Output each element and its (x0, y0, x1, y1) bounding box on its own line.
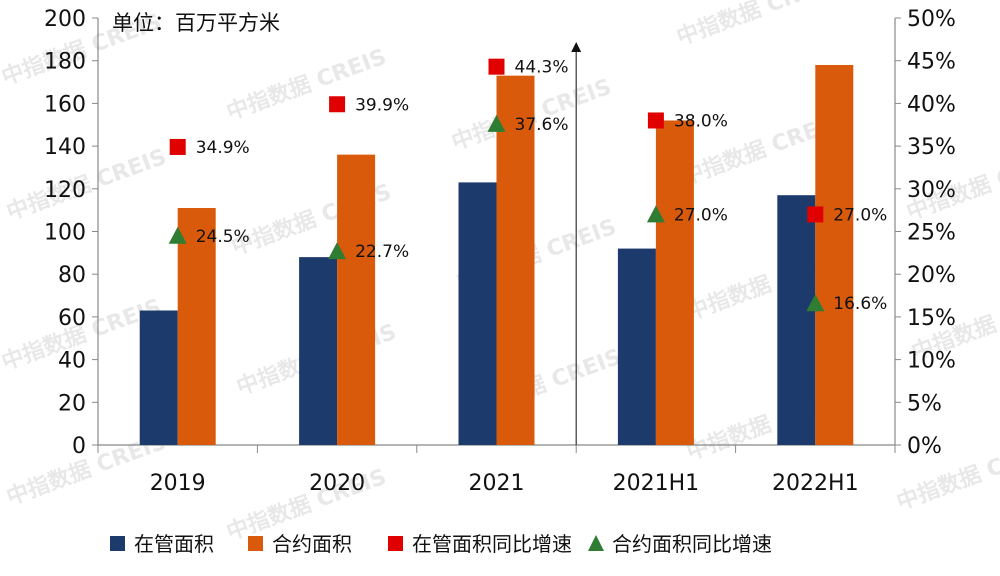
marker-managed-growth (647, 112, 664, 129)
data-label: 44.3% (515, 58, 569, 78)
x-tick-label: 2021 (469, 471, 525, 496)
bar-managed (617, 248, 656, 445)
legend-label: 合约面积 (272, 532, 352, 556)
y-left-tick-label: 40 (58, 349, 86, 374)
bar-managed (299, 257, 338, 445)
bar-contracted (496, 75, 535, 446)
data-label: 27.0% (674, 205, 728, 225)
y-right-tick-label: 0% (907, 434, 942, 459)
legend-label: 在管面积 (134, 532, 214, 556)
legend-swatch (388, 536, 403, 551)
bar-managed (458, 182, 497, 445)
legend: 在管面积 合约面积 在管面积同比增速 合约面积同比增速 (110, 532, 772, 556)
axes: 0 20 40 60 80 100 120 140 160 180 200 0% 5% 10% 15% 20%… (44, 7, 956, 496)
y-left-tick-label: 120 (44, 178, 86, 203)
unit-label: 单位：百万平方米 (112, 11, 280, 35)
y-left-tick-label: 20 (58, 391, 86, 416)
legend-label: 合约面积同比增速 (612, 532, 772, 556)
data-label: 22.7% (355, 242, 409, 262)
marker-managed-growth (807, 206, 824, 223)
y-left-tick-label: 200 (44, 7, 86, 32)
legend-swatch (248, 536, 263, 551)
data-label: 37.6% (515, 115, 569, 135)
x-tick-label: 2021H1 (613, 471, 700, 496)
data-labels: 34.9% 39.9% 44.3% 38.0% 27.0% 24.5% 22.7% 37.6%… (196, 58, 888, 315)
bar-contracted (337, 154, 376, 445)
data-label: 39.9% (355, 95, 409, 115)
period-divider-arrow (571, 42, 582, 52)
bar-managed (777, 195, 816, 445)
y-left-tick-label: 180 (44, 50, 86, 75)
data-label: 24.5% (196, 227, 250, 247)
y-right-tick-label: 15% (907, 306, 956, 331)
data-label: 16.6% (833, 294, 887, 314)
y-right-tick-label: 30% (907, 178, 956, 203)
y-right-tick-label: 45% (907, 50, 956, 75)
y-right-tick-label: 50% (907, 7, 956, 32)
marker-contracted-growth (487, 114, 506, 132)
bar-contracted (815, 64, 854, 445)
bar-contracted (655, 120, 694, 445)
marker-contracted-growth (646, 205, 665, 223)
y-right-tick-label: 5% (907, 391, 942, 416)
y-right-tick-label: 25% (907, 221, 956, 246)
bar-managed (139, 310, 178, 445)
y-right-tick-label: 35% (907, 135, 956, 160)
data-label: 27.0% (833, 205, 887, 225)
x-tick-label: 2020 (309, 471, 365, 496)
y-right-tick-label: 10% (907, 349, 956, 374)
marker-managed-growth (488, 58, 505, 75)
marker-managed-growth (169, 138, 186, 155)
y-left-tick-label: 80 (58, 263, 86, 288)
watermark: 中指数据 CREIS (673, 0, 840, 51)
watermark: 中指数据 CREIS (3, 144, 170, 226)
markers (168, 58, 825, 312)
marker-managed-growth (329, 96, 346, 113)
data-label: 34.9% (196, 138, 250, 158)
y-left-tick-label: 100 (44, 221, 86, 246)
marker-contracted-growth (328, 242, 347, 260)
y-left-tick-label: 140 (44, 135, 86, 160)
y-left-tick-label: 160 (44, 92, 86, 117)
marker-contracted-growth (806, 294, 825, 312)
marker-contracted-growth (168, 226, 187, 244)
y-left-tick-label: 60 (58, 306, 86, 331)
bars (139, 64, 854, 446)
x-tick-label: 2022H1 (772, 471, 859, 496)
x-tick-label: 2019 (150, 471, 206, 496)
legend-swatch (588, 535, 604, 551)
data-label: 38.0% (674, 111, 728, 131)
legend-swatch (110, 536, 125, 551)
legend-label: 在管面积同比增速 (412, 532, 572, 556)
y-right-tick-label: 20% (907, 263, 956, 288)
y-left-tick-label: 0 (72, 434, 86, 459)
y-right-tick-label: 40% (907, 92, 956, 117)
bar-contracted (177, 208, 216, 445)
